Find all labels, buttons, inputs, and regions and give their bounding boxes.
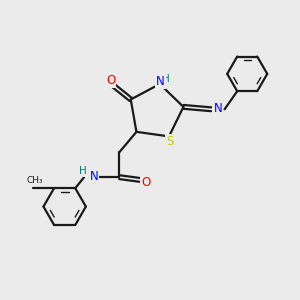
Text: O: O	[141, 176, 151, 189]
Text: H: H	[79, 166, 87, 176]
Text: O: O	[106, 74, 116, 87]
Text: N: N	[156, 75, 165, 88]
Text: N: N	[89, 170, 98, 183]
Text: H: H	[162, 74, 170, 84]
Text: CH₃: CH₃	[27, 176, 43, 185]
Text: S: S	[166, 135, 173, 148]
Text: N: N	[213, 102, 222, 115]
